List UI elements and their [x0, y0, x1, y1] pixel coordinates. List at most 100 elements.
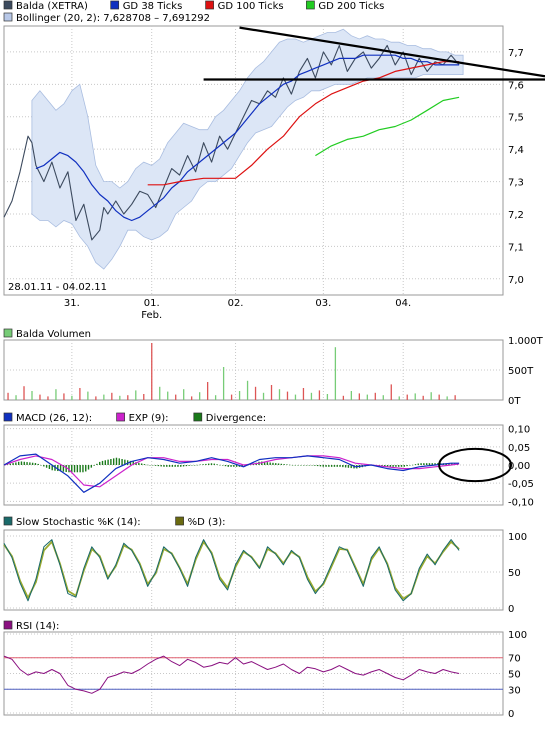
- x-tick-label: 31.: [64, 298, 80, 309]
- divergence-bar: [216, 464, 218, 465]
- divergence-bar: [129, 460, 132, 465]
- volume-bar: [350, 391, 353, 400]
- divergence-bar: [414, 464, 417, 465]
- divergence-bar: [15, 462, 17, 465]
- divergence-bar: [395, 465, 397, 467]
- divergence-bar: [230, 465, 232, 467]
- rsi-y-tick: 50: [508, 670, 521, 681]
- divergence-bar: [400, 465, 403, 467]
- volume-bar: [302, 388, 305, 400]
- divergence-bar: [221, 465, 224, 466]
- divergence-bar: [280, 463, 283, 465]
- volume-y-tick: 500T: [508, 366, 534, 377]
- divergence-bar: [213, 463, 215, 465]
- divergence-bar: [330, 465, 333, 467]
- volume-bar: [175, 394, 177, 400]
- divergence-bar: [157, 465, 160, 467]
- divergence-bar: [146, 464, 148, 466]
- legend-swatch: [3, 516, 13, 526]
- price-y-tick: 7,0: [508, 275, 524, 286]
- legend-label: EXP (9):: [129, 413, 169, 424]
- divergence-bar: [48, 465, 51, 469]
- macd-y-tick: 0,00: [508, 461, 530, 472]
- volume-bar: [222, 367, 225, 400]
- volume-bar: [398, 396, 400, 400]
- volume-bar: [143, 394, 145, 400]
- divergence-bar: [322, 465, 324, 467]
- divergence-bar: [160, 465, 162, 467]
- series-macd: [3, 453, 460, 493]
- divergence-bar: [96, 463, 98, 465]
- legend-swatch: [306, 0, 315, 10]
- divergence-bar: [182, 465, 185, 467]
- divergence-bar: [275, 463, 277, 465]
- divergence-bar: [342, 465, 344, 468]
- stochastic-y-tick: 0: [508, 604, 514, 615]
- volume-bar: [31, 391, 33, 400]
- divergence-bar: [333, 465, 336, 467]
- price-y-tick: 7,1: [508, 242, 524, 253]
- divergence-bar: [319, 465, 322, 467]
- divergence-bar: [6, 464, 9, 465]
- volume-bar: [71, 395, 73, 400]
- divergence-bar: [185, 465, 188, 467]
- legend-label: GD 200 Ticks: [318, 1, 384, 12]
- legend-swatch: [3, 620, 13, 630]
- divergence-bar: [308, 465, 310, 466]
- volume-bar: [406, 394, 408, 400]
- divergence-bar: [389, 465, 392, 467]
- divergence-bar: [57, 465, 59, 472]
- divergence-bar: [51, 465, 53, 471]
- divergence-bar: [110, 459, 112, 465]
- volume-bar: [39, 394, 41, 400]
- divergence-bar: [325, 465, 327, 467]
- divergence-bar: [107, 459, 109, 465]
- divergence-bar: [207, 463, 210, 465]
- divergence-bar: [191, 465, 193, 466]
- divergence-bar: [286, 464, 288, 465]
- divergence-bar: [350, 465, 352, 469]
- divergence-bar: [166, 465, 168, 467]
- volume-bar: [87, 391, 89, 400]
- stochastic-panel-frame: [3, 529, 504, 611]
- divergence-bar: [210, 463, 213, 465]
- divergence-bar: [336, 465, 338, 467]
- divergence-bar: [205, 463, 207, 465]
- volume-bar: [358, 393, 360, 400]
- divergence-bar: [121, 459, 123, 465]
- volume-bar: [111, 392, 113, 400]
- price-y-tick: 7,6: [508, 80, 524, 91]
- volume-y-tick: 1.000T: [508, 336, 544, 347]
- rsi-y-tick: 30: [508, 685, 521, 696]
- price-y-tick: 7,4: [508, 145, 524, 156]
- divergence-bar: [266, 462, 269, 465]
- divergence-bar: [171, 465, 174, 467]
- divergence-bar: [76, 465, 79, 473]
- volume-bar: [23, 386, 25, 400]
- divergence-bar: [62, 465, 65, 472]
- divergence-bar: [73, 465, 76, 473]
- rsi-y-tick: 100: [508, 630, 527, 641]
- volume-bar: [286, 391, 289, 400]
- divergence-bar: [451, 463, 453, 465]
- series-percent-k: [3, 539, 460, 602]
- divergence-bar: [303, 465, 305, 466]
- volume-bar: [270, 385, 273, 400]
- divergence-bar: [277, 463, 280, 465]
- divergence-bar: [305, 465, 308, 466]
- divergence-bar: [431, 463, 433, 465]
- divergence-bar: [40, 465, 42, 466]
- divergence-bar: [140, 463, 143, 465]
- divergence-bar: [43, 465, 45, 467]
- divergence-bar: [93, 465, 95, 466]
- divergence-bar: [71, 465, 73, 473]
- divergence-bar: [188, 465, 190, 466]
- volume-bar: [103, 394, 105, 400]
- price-y-tick: 7,5: [508, 113, 524, 124]
- stochastic-y-tick: 50: [508, 568, 521, 579]
- volume-bar: [446, 396, 448, 400]
- volume-bar: [79, 388, 81, 400]
- macd-y-tick: -0,10: [508, 497, 534, 508]
- divergence-bar: [328, 465, 330, 467]
